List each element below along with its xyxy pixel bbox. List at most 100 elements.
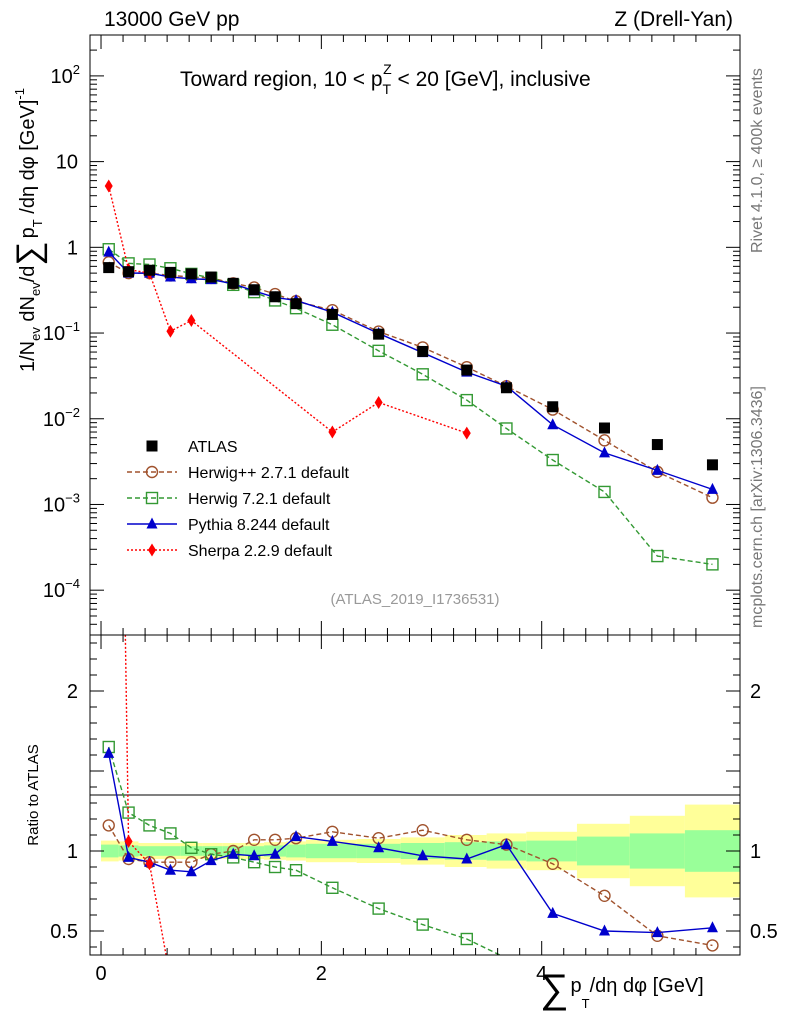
legend-label: Pythia 8.244 default	[188, 517, 330, 534]
ratio-y-tick-label-right: 2	[750, 681, 761, 703]
legend-marker	[145, 465, 159, 479]
data-point	[104, 179, 113, 193]
data-point	[500, 382, 512, 394]
ratio-point	[326, 834, 338, 846]
ratio-tick-labels: 0.5 0.5 1 1 2 2 0 2 4	[50, 681, 778, 985]
y-tick-label: 10−2	[43, 405, 80, 431]
analysis-id: (ATLAS_2019_I1736531)	[330, 591, 499, 608]
legend-label: Herwig 7.2.1 default	[188, 491, 331, 508]
data-point	[500, 422, 513, 435]
ratio-band-inner	[576, 836, 630, 866]
data-point	[328, 425, 337, 439]
data-point	[103, 262, 115, 274]
ratio-y-tick-label: 1	[67, 841, 78, 863]
data-point	[372, 344, 385, 358]
x-axis-label: ∑ pT/dη dφ [GeV]	[540, 967, 704, 1011]
data-point	[164, 266, 176, 278]
ratio-point	[706, 921, 718, 933]
ratio-point	[248, 849, 260, 861]
data-point	[651, 439, 663, 451]
data-point	[462, 426, 471, 440]
legend-entry: Pythia 8.244 default	[127, 517, 330, 534]
data-point	[205, 271, 217, 283]
ratio-band-inner	[180, 846, 203, 856]
data-point	[598, 485, 611, 499]
legend-entry: ATLAS	[146, 439, 238, 456]
data-point	[706, 459, 718, 471]
ratio-point	[205, 854, 217, 866]
legend-marker	[148, 543, 156, 557]
ratio-point	[417, 849, 429, 861]
ratio-point	[185, 841, 198, 854]
ratio-point	[461, 852, 473, 864]
plot-title-prefix: Toward region, 10 < p	[180, 68, 383, 91]
main-ylabel: 1/Nev dNev/d∑pT /dη dφ [GeV]-1	[10, 88, 48, 372]
ratio-point	[289, 864, 303, 877]
ratio-series-pythia-8-244-default	[103, 746, 718, 938]
ratio-point	[326, 881, 339, 894]
ratio-point	[416, 824, 429, 837]
data-point	[374, 395, 383, 409]
data-point	[326, 318, 339, 331]
data-point	[706, 482, 718, 494]
legend: ATLAS Herwig++ 2.7.1 default Herwig 7.2.1 …	[127, 439, 350, 560]
ratio-point	[103, 746, 115, 758]
ratio-ticks	[90, 635, 740, 955]
ratio-point	[500, 838, 512, 850]
ratio-point	[651, 926, 663, 938]
ratio-line	[124, 635, 167, 955]
ratio-point	[123, 850, 135, 862]
data-point	[546, 453, 559, 467]
rivet-label: Rivet 4.1.0, ≥ 400k events	[749, 68, 766, 253]
data-point	[461, 364, 473, 376]
legend-entry: Herwig++ 2.7.1 default	[127, 465, 350, 482]
main-panel: 10−4 10−3 10−2 10−1 1 10 102 Toward region, 10…	[10, 34, 741, 636]
data-point	[123, 266, 135, 278]
ratio-point	[164, 863, 176, 875]
ratio-point	[547, 906, 559, 918]
legend-marker	[146, 440, 158, 452]
ratio-series-herwig-7-2-1-default	[102, 740, 502, 955]
legend-marker	[145, 491, 159, 505]
ratio-point	[268, 860, 282, 874]
ratio-point	[416, 918, 429, 931]
mcplots-label: mcplots.cern.ch [arXiv:1306.3436]	[749, 386, 766, 628]
ratio-point	[706, 939, 719, 952]
data-point	[103, 245, 115, 257]
ratio-point	[460, 932, 473, 946]
data-point	[290, 298, 302, 310]
plot-title: Toward region, 10 < pTZ < 20 [GeV], incl…	[180, 61, 591, 97]
ratio-point	[145, 857, 154, 871]
ratio-series-sherpa-2-2-9-default	[124, 635, 167, 955]
y-tick-label: 10−1	[43, 319, 80, 345]
data-point	[166, 324, 175, 338]
data-point	[598, 422, 610, 434]
ratio-band-inner	[286, 844, 306, 858]
ratio-point	[269, 847, 281, 859]
ratio-point	[268, 833, 282, 846]
legend-marker	[146, 517, 158, 529]
ratio-point	[102, 819, 115, 832]
data-point	[187, 314, 196, 328]
data-point	[227, 277, 239, 289]
ratio-point	[185, 865, 197, 877]
header-right: Z (Drell-Yan)	[614, 8, 733, 31]
ratio-point	[290, 830, 302, 842]
ratio-point	[546, 857, 559, 870]
ratio-band-inner	[202, 846, 223, 856]
ratio-band-inner	[101, 844, 119, 858]
ratio-point	[372, 902, 385, 915]
series-line	[108, 261, 713, 499]
ratio-point	[124, 834, 133, 848]
data-point	[417, 345, 429, 357]
ratio-band-inner	[160, 846, 181, 856]
data-point	[185, 268, 197, 280]
ratio-point	[598, 924, 610, 936]
legend-entry: Sherpa 2.2.9 default	[127, 543, 333, 560]
header-left: 13000 GeV pp	[104, 8, 239, 31]
data-point	[598, 446, 610, 458]
ratio-point	[164, 827, 177, 840]
main-ticks	[90, 34, 740, 636]
data-point	[460, 393, 473, 407]
